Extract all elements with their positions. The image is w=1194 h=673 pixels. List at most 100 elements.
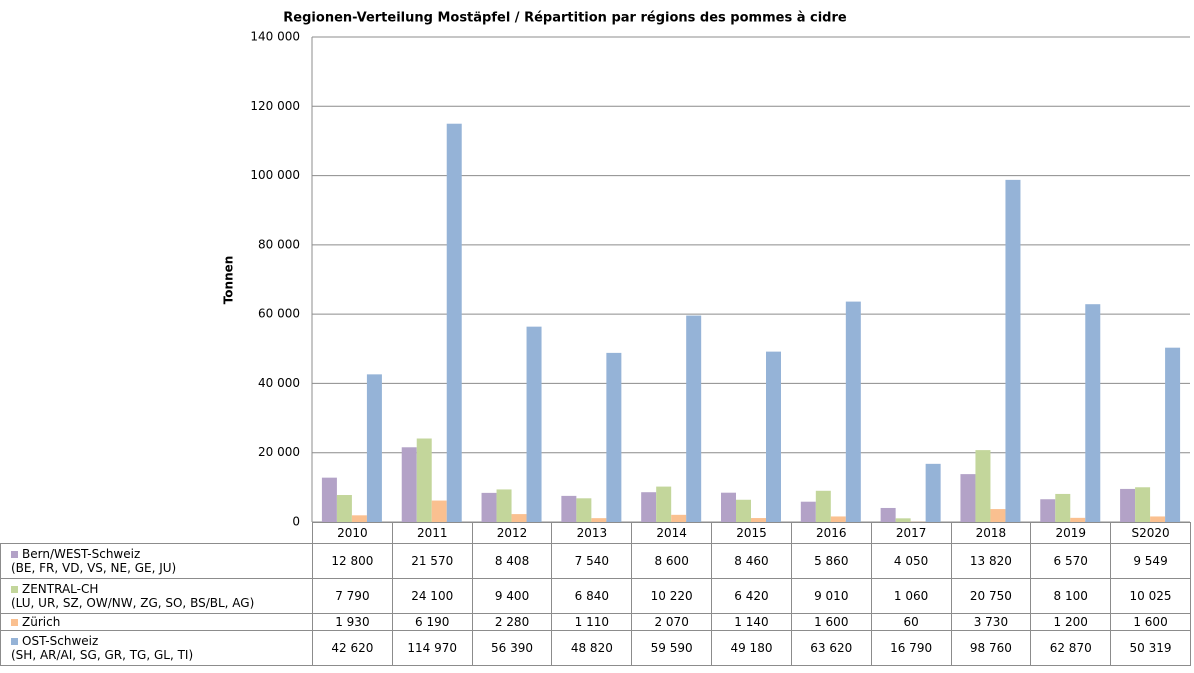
bar <box>880 507 896 522</box>
value-cell: 62 870 <box>1030 630 1112 666</box>
value-cell: 1 140 <box>711 613 792 631</box>
legend-swatch <box>11 551 18 558</box>
bar <box>576 498 592 522</box>
bar <box>561 495 577 522</box>
series-row: OST-Schweiz (SH, AR/AI, SG, GR, TG, GL, … <box>0 630 1191 666</box>
y-tick-label: 60 000 <box>258 307 300 321</box>
bar <box>721 492 736 522</box>
bar <box>1040 499 1056 522</box>
series-row: ZENTRAL-CH (LU, UR, SZ, OW/NW, ZG, SO, B… <box>0 578 1191 614</box>
value-cell: 21 570 <box>391 543 473 579</box>
x-tick-label: 2010 <box>312 522 393 544</box>
bar <box>751 518 766 522</box>
bar <box>815 490 831 522</box>
bar <box>431 500 447 522</box>
value-cell: 63 620 <box>790 630 872 666</box>
bar <box>401 447 417 522</box>
value-cell: 60 <box>870 613 952 631</box>
x-tick-label: 2019 <box>1030 522 1112 544</box>
value-cell: 8 100 <box>1030 578 1112 614</box>
value-cell: 6 420 <box>711 578 792 614</box>
legend-label: ZENTRAL-CH (LU, UR, SZ, OW/NW, ZG, SO, B… <box>11 582 255 610</box>
legend-cell: ZENTRAL-CH (LU, UR, SZ, OW/NW, ZG, SO, B… <box>0 578 313 614</box>
legend-cell: Zürich <box>0 613 313 631</box>
value-cell: 1 200 <box>1030 613 1112 631</box>
legend-swatch <box>11 586 18 593</box>
legend-label: Bern/WEST-Schweiz (BE, FR, VD, VS, NE, G… <box>11 547 177 575</box>
bar <box>1120 488 1136 522</box>
bar <box>686 315 702 522</box>
value-cell: 7 790 <box>312 578 393 614</box>
legend-cell: Bern/WEST-Schweiz (BE, FR, VD, VS, NE, G… <box>0 543 313 579</box>
value-cell: 98 760 <box>950 630 1032 666</box>
bar <box>641 492 657 522</box>
value-cell: 6 570 <box>1030 543 1112 579</box>
y-tick-label: 80 000 <box>258 237 300 251</box>
y-tick-label: 140 000 <box>250 30 300 44</box>
bar <box>1150 516 1166 522</box>
value-cell: 6 190 <box>391 613 473 631</box>
value-cell: 10 220 <box>631 578 713 614</box>
value-cell: 114 970 <box>391 630 473 666</box>
bar <box>481 492 497 522</box>
bar <box>351 515 367 522</box>
x-tick-label: 2015 <box>711 522 792 544</box>
y-tick-label: 20 000 <box>258 445 300 459</box>
x-tick-label: 2014 <box>631 522 713 544</box>
bar <box>1005 179 1021 523</box>
x-tick-label: 2011 <box>391 522 473 544</box>
legend-label: OST-Schweiz (SH, AR/AI, SG, GR, TG, GL, … <box>11 634 194 662</box>
bar <box>526 326 542 522</box>
legend-swatch <box>11 638 18 645</box>
value-cell: 12 800 <box>312 543 393 579</box>
value-cell: 1 110 <box>551 613 633 631</box>
value-cell: 9 010 <box>790 578 872 614</box>
bar <box>766 351 781 522</box>
bar <box>960 474 976 522</box>
value-cell: 1 060 <box>870 578 952 614</box>
value-cell: 49 180 <box>711 630 792 666</box>
value-cell: 4 050 <box>870 543 952 579</box>
y-tick-label: 40 000 <box>258 376 300 390</box>
y-tick-label: 0 <box>292 515 300 529</box>
value-cell: 10 025 <box>1110 578 1191 614</box>
header-row: 2010 2011 2012 2013 2014 2015 2016 2017 2018 2019… <box>1 522 1191 544</box>
value-cell: 1 930 <box>312 613 393 631</box>
value-cell: 2 280 <box>471 613 553 631</box>
data-table: 2010 2011 2012 2013 2014 2015 2016 2017 2018 2019… <box>0 522 1191 666</box>
bar <box>606 352 622 522</box>
bar <box>925 463 941 522</box>
value-cell: 5 860 <box>790 543 872 579</box>
bar <box>336 495 352 522</box>
bar <box>1135 487 1151 522</box>
bar <box>1085 304 1101 522</box>
value-cell: 1 600 <box>790 613 872 631</box>
value-cell: 6 840 <box>551 578 633 614</box>
value-cell: 9 400 <box>471 578 553 614</box>
value-cell: 8 600 <box>631 543 713 579</box>
value-cell: 3 730 <box>950 613 1032 631</box>
bar <box>830 516 846 522</box>
value-cell: 42 620 <box>312 630 393 666</box>
value-cell: 24 100 <box>391 578 473 614</box>
bar <box>990 509 1006 522</box>
x-tick-label: 2012 <box>471 522 553 544</box>
value-cell: 8 408 <box>471 543 553 579</box>
bar <box>416 438 432 522</box>
series-row: Bern/WEST-Schweiz (BE, FR, VD, VS, NE, G… <box>0 543 1191 579</box>
bar <box>656 486 672 522</box>
y-axis-label: Tonnen <box>222 256 236 305</box>
value-cell: 59 590 <box>631 630 713 666</box>
x-tick-label: 2016 <box>790 522 872 544</box>
value-cell: 16 790 <box>870 630 952 666</box>
value-cell: 56 390 <box>471 630 553 666</box>
bar <box>975 450 991 522</box>
bar <box>366 374 382 522</box>
value-cell: 13 820 <box>950 543 1032 579</box>
bar <box>895 518 911 522</box>
x-tick-label: S2020 <box>1110 522 1191 544</box>
bar <box>671 514 687 522</box>
empty-cell <box>1 523 313 544</box>
bar <box>845 301 861 522</box>
value-cell: 2 070 <box>631 613 713 631</box>
